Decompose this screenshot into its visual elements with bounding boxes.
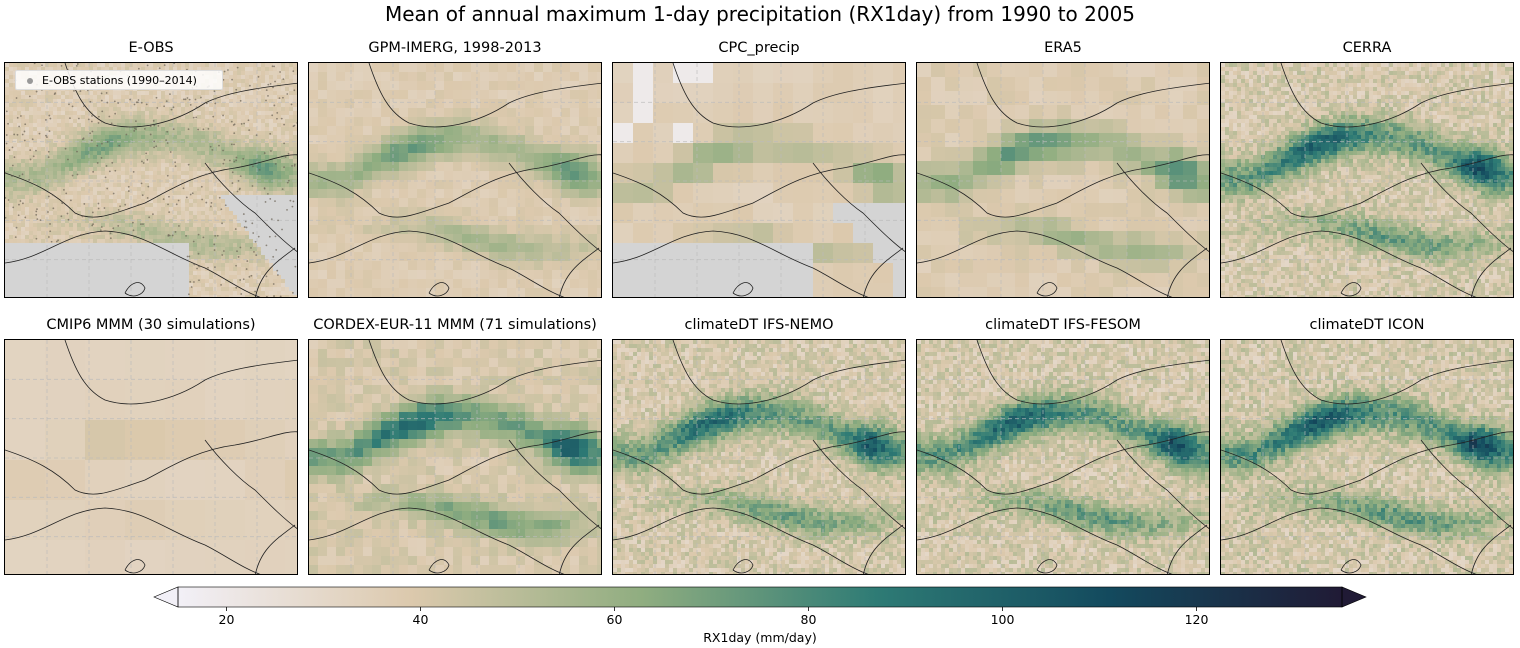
heatmap [5, 340, 297, 574]
map-panel [1220, 62, 1514, 298]
panel-title: CPC_precip [609, 40, 909, 56]
panel-title: GPM-IMERG, 1998-2013 [305, 40, 605, 56]
heatmap [917, 63, 1209, 297]
colorbar-extend-max [1341, 586, 1367, 608]
panel-title: CORDEX-EUR-11 MMM (71 simulations) [305, 317, 605, 333]
panel-title: climateDT ICON [1217, 317, 1517, 333]
colorbar: 20 40 60 80 100 120 RX1day (mm/day) [0, 585, 1520, 645]
heatmap [613, 63, 905, 297]
panel-title: CMIP6 MMM (30 simulations) [1, 317, 301, 333]
colorbar-tick-label: 120 [1185, 612, 1209, 627]
map-panel [308, 62, 602, 298]
panel-title: CERRA [1217, 40, 1517, 56]
map-panel [1220, 339, 1514, 575]
panel-title: climateDT IFS-FESOM [913, 317, 1213, 333]
panel-title: E-OBS [1, 40, 301, 56]
colorbar-tick-label: 40 [413, 612, 429, 627]
colorbar-label: RX1day (mm/day) [0, 630, 1520, 645]
map-panel [916, 62, 1210, 298]
heatmap [5, 63, 297, 297]
map-panel [308, 339, 602, 575]
colorbar-tick-label: 60 [607, 612, 623, 627]
heatmap [613, 340, 905, 574]
map-panel: E-OBS stations (1990–2014) [4, 62, 298, 298]
colorbar-tick-label: 80 [801, 612, 817, 627]
map-panel [612, 339, 906, 575]
map-panel [612, 62, 906, 298]
panel-title: climateDT IFS-NEMO [609, 317, 909, 333]
colorbar-gradient [178, 587, 1342, 607]
heatmap [309, 340, 601, 574]
colorbar-extend-min [153, 586, 179, 608]
map-panel [4, 339, 298, 575]
map-legend: E-OBS stations (1990–2014) [15, 70, 223, 90]
panel-title: ERA5 [913, 40, 1213, 56]
heatmap [1221, 340, 1513, 574]
heatmap [309, 63, 601, 297]
legend-label: E-OBS stations (1990–2014) [42, 74, 197, 87]
heatmap [1221, 63, 1513, 297]
colorbar-graphic [153, 586, 1367, 611]
colorbar-tick-label: 20 [219, 612, 235, 627]
map-panel [916, 339, 1210, 575]
heatmap [917, 340, 1209, 574]
colorbar-tick-label: 100 [991, 612, 1015, 627]
figure-title: Mean of annual maximum 1-day precipitati… [0, 2, 1520, 26]
station-marker-icon [27, 78, 33, 84]
